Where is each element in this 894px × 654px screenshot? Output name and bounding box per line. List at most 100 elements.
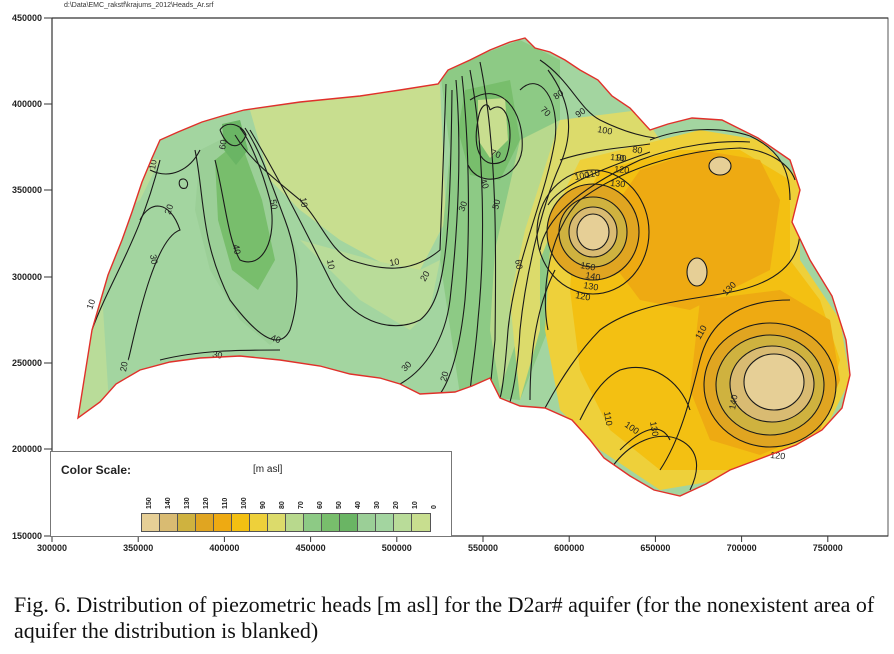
legend-level-label: 80: [279, 501, 286, 509]
legend-level: 140: [160, 479, 179, 509]
aquifer-boundary: [77, 37, 851, 497]
x-tick-label: 450000: [296, 543, 326, 553]
legend-level-label: 150: [146, 497, 153, 509]
y-tick-label: 400000: [12, 99, 42, 109]
y-tick-label: 450000: [12, 13, 42, 23]
contour-label: 120: [614, 164, 630, 175]
legend-level-labels: 150 140 130 120 110 100 90 80 70 60 50 40 30 20 10 0: [141, 479, 445, 509]
legend-swatch: [268, 514, 286, 531]
contour-label: 130: [610, 178, 626, 189]
x-tick-label: 400000: [209, 543, 239, 553]
x-tick-label: 300000: [37, 543, 67, 553]
x-tick-label: 650000: [640, 543, 670, 553]
legend-level: 10: [407, 479, 426, 509]
map-plot: 4500004000003500003000002500002000001500…: [12, 13, 889, 553]
figure-caption: Fig. 6. Distribution of piezometric head…: [14, 592, 875, 643]
legend-swatch: [214, 514, 232, 531]
legend-swatch: [286, 514, 304, 531]
color-scale-legend: Color Scale: [m asl] 150 140 130 120 110 100 9…: [50, 451, 452, 537]
contour-label: 20: [438, 370, 450, 382]
legend-level-label: 10: [412, 501, 419, 509]
contour-label: 90: [573, 106, 587, 120]
contour-label: 120: [770, 450, 786, 461]
contour-label: 150: [580, 260, 597, 272]
x-tick-label: 600000: [554, 543, 584, 553]
contour-label: 10: [389, 256, 401, 268]
contour-label: 20: [118, 361, 130, 373]
legend-level-label: 0: [431, 505, 438, 509]
legend-title: Color Scale:: [61, 463, 132, 477]
contour-label: 130: [583, 280, 600, 292]
contour-label: 40: [478, 177, 491, 190]
contour-label: 90: [616, 152, 628, 164]
legend-level-label: 130: [184, 497, 191, 509]
x-tick-label: 750000: [813, 543, 843, 553]
legend-swatch: [250, 514, 268, 531]
legend-level-label: 140: [165, 497, 172, 509]
legend-level: 60: [312, 479, 331, 509]
legend-swatch: [394, 514, 412, 531]
legend-level: 110: [217, 479, 236, 509]
contour-label: 100: [574, 170, 591, 182]
legend-level-label: 20: [393, 501, 400, 509]
legend-level: 70: [293, 479, 312, 509]
contour-label: 10: [84, 298, 97, 311]
legend-unit: [m asl]: [253, 464, 283, 475]
legend-level: 80: [274, 479, 293, 509]
legend-level-label: 70: [298, 501, 305, 509]
legend-level: 100: [236, 479, 255, 509]
contour-label: 40: [231, 244, 243, 256]
contour-label: 50: [268, 199, 280, 211]
legend-swatch: [142, 514, 160, 531]
legend-swatches: [141, 513, 431, 532]
contour-label: 20: [418, 269, 432, 283]
contour-label: 60: [513, 259, 525, 271]
legend-swatch: [322, 514, 340, 531]
contour-label: 110: [610, 152, 625, 163]
contour-label: 80: [632, 144, 644, 156]
legend-level: 130: [179, 479, 198, 509]
contour-labels: 1010203040506010203040302010102030405060…: [84, 88, 785, 462]
contour-label: 50: [490, 198, 502, 210]
legend-swatch: [340, 514, 358, 531]
contour-label: 20: [162, 203, 175, 216]
contour-label: 10: [147, 159, 159, 171]
y-tick-label: 150000: [12, 531, 42, 541]
x-axis: 300000 350000 400000 450000 500000 550000 6000…: [37, 536, 843, 553]
contour-label: 10: [325, 259, 337, 271]
legend-level-label: 50: [336, 501, 343, 509]
legend-level-label: 110: [222, 497, 229, 509]
contour-label: 60: [217, 139, 229, 151]
contour-label: 140: [585, 270, 602, 282]
legend-level: 0: [426, 479, 445, 509]
legend-level: 40: [350, 479, 369, 509]
contour-label: 70: [489, 147, 502, 160]
legend-swatch: [376, 514, 394, 531]
legend-swatch: [358, 514, 376, 531]
x-tick-label: 550000: [468, 543, 498, 553]
y-axis: 450000 400000 350000 300000 250000 200000 1500…: [12, 13, 52, 541]
x-tick-label: 350000: [123, 543, 153, 553]
contour-label: 30: [456, 200, 469, 213]
contour-lines: [91, 59, 837, 491]
legend-level-label: 100: [241, 497, 248, 509]
x-tick-label: 700000: [727, 543, 757, 553]
piezometric-surface: [78, 38, 850, 496]
contour-label: 120: [575, 290, 592, 302]
contour-label: 110: [602, 411, 614, 427]
y-tick-label: 200000: [12, 444, 42, 454]
legend-level-label: 30: [374, 501, 381, 509]
contour-label: 80: [551, 88, 565, 102]
legend-level-label: 120: [203, 497, 210, 509]
legend-swatch: [178, 514, 196, 531]
contour-label: 100: [597, 124, 614, 136]
y-tick-label: 250000: [12, 358, 42, 368]
legend-swatch: [412, 514, 430, 531]
contour-label: 30: [212, 349, 224, 361]
legend-swatch: [196, 514, 214, 531]
contour-label: 30: [148, 254, 160, 266]
y-tick-label: 350000: [12, 185, 42, 195]
legend-level-label: 40: [355, 501, 362, 509]
x-tick-label: 500000: [382, 543, 412, 553]
